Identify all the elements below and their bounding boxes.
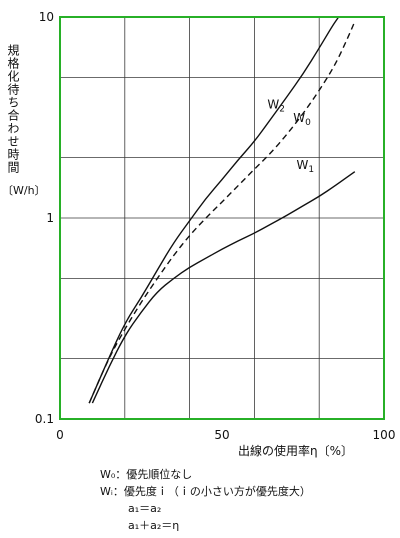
y-tick-label: 10 xyxy=(39,10,54,24)
series-line-w1 xyxy=(91,171,356,404)
note-wi: Wᵢ：優先度ｉ（ｉの小さい方が優先度大） xyxy=(100,485,311,498)
grid xyxy=(60,17,384,419)
x-axis-label: 出線の使用率η〔%〕 xyxy=(238,444,354,458)
series-line-w2 xyxy=(88,16,340,404)
series-labels: W2 W0 W1 xyxy=(267,98,314,176)
y-axis-unit: 〔W/h〕 xyxy=(2,184,46,197)
tick-labels: 0 50 100 0.1 1 10 xyxy=(35,10,396,442)
x-tick-label: 50 xyxy=(214,428,229,442)
x-tick-label: 100 xyxy=(373,428,396,442)
series-label-w1: W1 xyxy=(297,158,315,175)
y-tick-label: 0.1 xyxy=(35,412,54,426)
series-label-w2: W2 xyxy=(267,98,285,115)
series-label-w0: W0 xyxy=(293,111,311,128)
y-tick-label: 1 xyxy=(46,211,54,225)
plot-frame xyxy=(59,16,385,420)
x-tick-label: 0 xyxy=(56,428,64,442)
y-axis-label: 規格化待ち合わせ時間 xyxy=(6,44,20,174)
series-line-w0 xyxy=(88,21,356,404)
note-w0: W₀：優先順位なし xyxy=(100,468,193,481)
legend-notes: W₀：優先順位なし Wᵢ：優先度ｉ（ｉの小さい方が優先度大） a₁＝a₂ a₁＋… xyxy=(100,466,311,534)
series-lines xyxy=(88,16,356,404)
note-a-sum: a₁＋a₂＝η xyxy=(128,519,180,532)
note-a-equal: a₁＝a₂ xyxy=(128,502,162,515)
